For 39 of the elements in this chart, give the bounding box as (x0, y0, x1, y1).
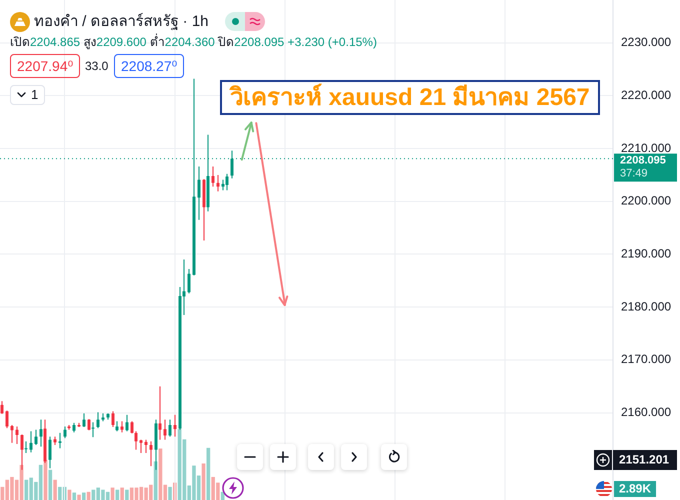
bar (68, 490, 72, 500)
y-tick-label: 2230.000 (621, 35, 672, 50)
ref-line-label: 2208.095 (620, 154, 666, 167)
bar (86, 492, 90, 500)
annotation: วิเคราะห์ xauusd 21 มีนาคม 2567 (230, 84, 590, 111)
text: 2151.201 (619, 452, 670, 466)
text: 37:49 (620, 168, 648, 180)
bar (44, 460, 48, 500)
bar (110, 488, 114, 500)
candlestick (92, 422, 94, 438)
bar (72, 492, 76, 500)
y-tick-label: 2170.000 (621, 352, 672, 366)
candlestick (24, 441, 28, 453)
annotation: 1 (31, 87, 38, 103)
y-tick-label: 2180.000 (621, 299, 672, 314)
bar (125, 490, 129, 500)
annotation: 2207.94⁰ (17, 58, 74, 74)
y-tick-label: 2190.000 (621, 246, 672, 261)
candlestick (158, 386, 162, 440)
bar (53, 480, 57, 500)
y-tick-label: 2210.000 (621, 140, 672, 155)
y-tick-label: 2160.000 (621, 405, 672, 420)
text: ทองคำ / ดอลลาร์สหรัฐ · 1h (34, 12, 209, 32)
annotation: 33.0 (85, 59, 108, 73)
bar (116, 490, 120, 500)
bar (206, 448, 210, 500)
bar (82, 492, 86, 500)
bar (77, 494, 81, 500)
dropdown-button: 1 (10, 85, 46, 105)
bar (120, 488, 124, 500)
text: 2.89K (619, 481, 652, 496)
y-tick-label: 2200.000 (621, 194, 672, 208)
bar (168, 486, 172, 500)
bar (202, 463, 206, 500)
annotation: 2208.27⁰ (121, 58, 178, 74)
bar (48, 470, 52, 500)
candlestick (58, 432, 62, 448)
text: เปิด2204.865 สูง2209.600 ต่ำ2204.360 ปิด2208.095 +3.230 (+0.15%) (10, 35, 377, 49)
y-tick-label: 2220.000 (621, 88, 672, 102)
